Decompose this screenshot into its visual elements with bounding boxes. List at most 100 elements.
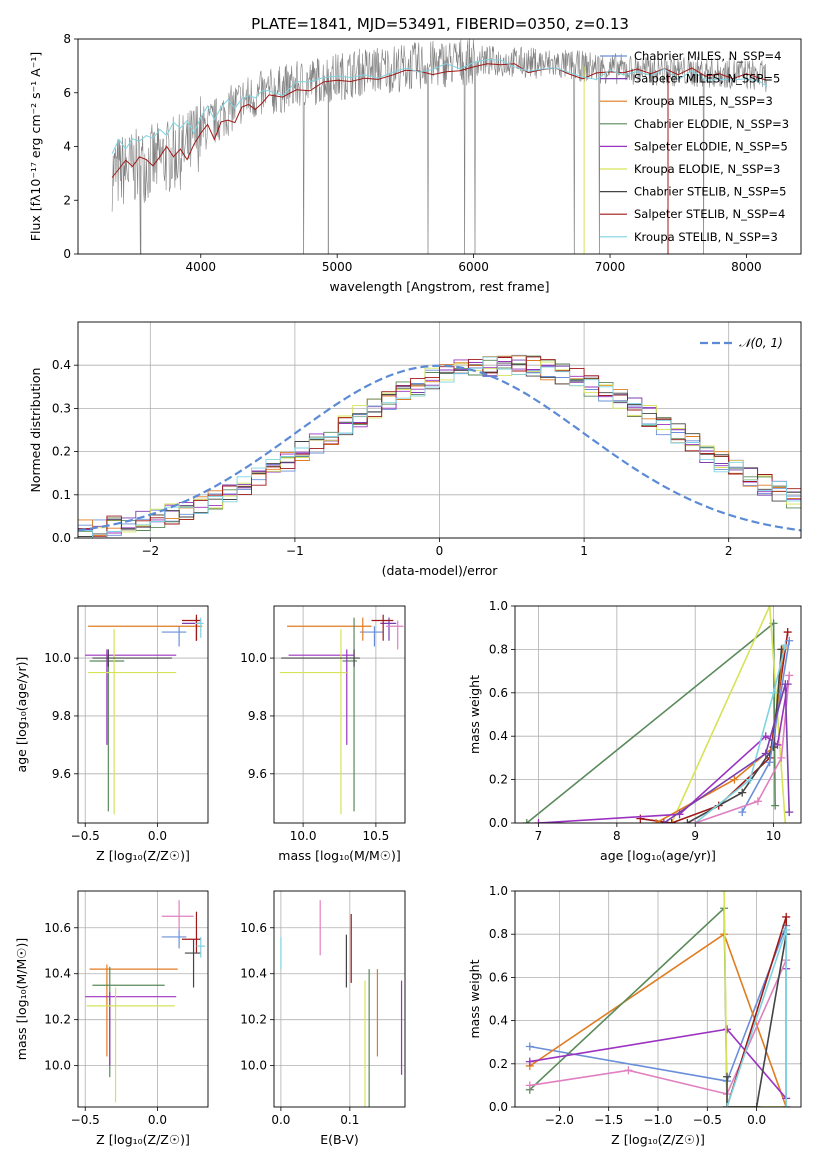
weight-marker xyxy=(777,753,786,762)
weight-line-salpeter-elodie xyxy=(538,683,789,823)
weight-marker xyxy=(761,749,770,758)
x-tick-label: 0.0 xyxy=(747,1113,766,1127)
legend-entry: Salpeter STELIB, N_SSP=4 xyxy=(634,207,785,221)
legend-entry: 𝒩(0, 1) xyxy=(739,336,783,350)
y-tick-label: 1.0 xyxy=(489,599,508,613)
x-tick-label: −0.5 xyxy=(693,1113,722,1127)
y-axis-label: age [log₁₀(age/yr)] xyxy=(14,657,29,773)
weight-line-extra xyxy=(694,675,790,823)
x-tick-label: 0.0 xyxy=(148,1113,167,1127)
y-axis-label: Flux [fλ10⁻¹⁷ erg cm⁻² s⁻¹ A⁻¹] xyxy=(28,52,43,241)
weight-marker xyxy=(624,1066,633,1075)
weight-marker xyxy=(781,680,790,689)
model-line-salpeter-stelib xyxy=(111,63,768,178)
x-tick-label: 10 xyxy=(766,829,781,843)
axes-frame xyxy=(514,605,802,824)
axes-frame xyxy=(77,605,209,824)
chart-mass_vs_ebv: 0.0 0.1 10.0 10.2 10.4 10.6 E(B-V) xyxy=(240,890,406,1147)
x-tick-label: 4000 xyxy=(186,260,217,274)
weight-marker xyxy=(720,891,729,895)
weight-marker xyxy=(785,808,794,817)
y-tick-label: 9.6 xyxy=(52,767,71,781)
y-tick-label: 0.8 xyxy=(489,927,508,941)
chart-mass_vs_Z: −0.5 0.0 10.0 10.2 10.4 10.6 Z [log₁₀(Z/Z☉)] ma… xyxy=(14,890,209,1147)
x-tick-label: 7 xyxy=(535,829,543,843)
y-tick-label: 10.6 xyxy=(240,921,267,935)
x-tick-label: 5000 xyxy=(322,260,353,274)
weight-marker xyxy=(746,775,755,784)
y-tick-label: 0.4 xyxy=(489,1014,508,1028)
weight-marker xyxy=(782,925,791,934)
weight-line-extra xyxy=(529,959,787,1095)
x-tick-label: 7000 xyxy=(595,260,626,274)
plot-area xyxy=(522,606,794,823)
legend-entry: Salpeter ELODIE, N_SSP=5 xyxy=(634,139,788,153)
y-tick-label: 2 xyxy=(63,193,71,207)
weight-marker xyxy=(652,819,661,823)
weight-marker xyxy=(683,819,692,823)
x-axis-label: Z [log₁₀(Z/Z☉)] xyxy=(611,1132,705,1147)
weight-marker xyxy=(761,732,770,741)
axes-frame xyxy=(273,890,406,1108)
weight-line-kroupa-stelib xyxy=(694,644,787,823)
x-tick-label: −2.0 xyxy=(545,1113,574,1127)
axes-frame xyxy=(77,321,802,539)
weight-marker xyxy=(738,808,747,817)
axes-frame xyxy=(273,605,406,824)
plot-area xyxy=(85,900,206,1103)
y-tick-label: 8 xyxy=(63,32,71,46)
y-tick-label: 0.4 xyxy=(52,358,71,372)
x-tick-label: 10.5 xyxy=(363,829,390,843)
weight-marker xyxy=(723,1072,732,1081)
weight-marker xyxy=(753,797,762,806)
y-tick-label: 10.2 xyxy=(44,1013,71,1027)
y-axis-label: mass [log₁₀(M/M☉)] xyxy=(14,938,29,1060)
chart-spectrum: 4000 5000 6000 7000 8000 0 2 4 6 8 wavelength [Ang… xyxy=(28,32,802,294)
chart-age_vs_Z: −0.5 0.0 9.6 9.8 10.0 Z [log₁₀(Z/Z☉)] age [log… xyxy=(14,605,209,863)
legend-entry: Chabrier ELODIE, N_SSP=3 xyxy=(634,117,789,131)
x-tick-label: 0.0 xyxy=(271,1113,290,1127)
weight-marker xyxy=(730,775,739,784)
x-tick-label: −1.0 xyxy=(643,1113,672,1127)
weight-marker xyxy=(667,819,676,823)
y-tick-label: 10.0 xyxy=(240,651,267,665)
weight-line-chabrier-elodie xyxy=(526,621,776,823)
x-tick-label: 1 xyxy=(580,544,588,558)
chart-massweight_vs_age: 7 8 9 10 0.0 0.2 0.4 0.6 0.8 1.0 age [log₁₀(age/yr… xyxy=(467,599,802,863)
y-tick-label: 10.0 xyxy=(44,1059,71,1073)
x-tick-label: −0.5 xyxy=(71,829,100,843)
y-tick-label: 10.0 xyxy=(240,1059,267,1073)
y-tick-label: 10.0 xyxy=(44,651,71,665)
y-tick-label: 0 xyxy=(63,247,71,261)
y-tick-label: 10.6 xyxy=(44,921,71,935)
histogram-step-kroupa-stelib xyxy=(78,356,801,538)
x-axis-label: (data-model)/error xyxy=(382,563,499,578)
normal-reference-line xyxy=(78,364,801,532)
axes-frame xyxy=(514,890,802,1108)
x-axis-label: mass [log₁₀(M/M☉)] xyxy=(278,848,400,863)
weight-marker xyxy=(785,671,794,680)
x-tick-label: 0 xyxy=(436,544,444,558)
y-tick-label: 0.3 xyxy=(52,401,71,415)
weight-marker xyxy=(781,819,790,823)
x-axis-label: E(B-V) xyxy=(320,1132,359,1147)
weight-marker xyxy=(659,819,668,823)
legend-entry: Kroupa ELODIE, N_SSP=3 xyxy=(634,162,780,176)
y-tick-label: 0.2 xyxy=(489,773,508,787)
plot-area xyxy=(280,900,403,1107)
weight-marker xyxy=(769,688,778,697)
y-tick-label: 0.0 xyxy=(489,1100,508,1114)
y-tick-label: 10.2 xyxy=(240,1013,267,1027)
x-axis-label: Z [log₁₀(Z/Z☉)] xyxy=(96,848,190,863)
y-tick-label: 9.8 xyxy=(52,709,71,723)
weight-marker xyxy=(738,788,747,797)
model-line-kroupa-stelib xyxy=(111,59,768,154)
y-tick-label: 0.0 xyxy=(52,531,71,545)
x-tick-label: −1.5 xyxy=(594,1113,623,1127)
y-tick-label: 0.2 xyxy=(489,1057,508,1071)
legend-entry: Kroupa MILES, N_SSP=3 xyxy=(634,94,773,108)
plot-area xyxy=(525,891,791,1107)
plot-area xyxy=(78,354,801,538)
weight-marker xyxy=(525,1081,534,1090)
y-tick-label: 0.4 xyxy=(489,729,508,743)
